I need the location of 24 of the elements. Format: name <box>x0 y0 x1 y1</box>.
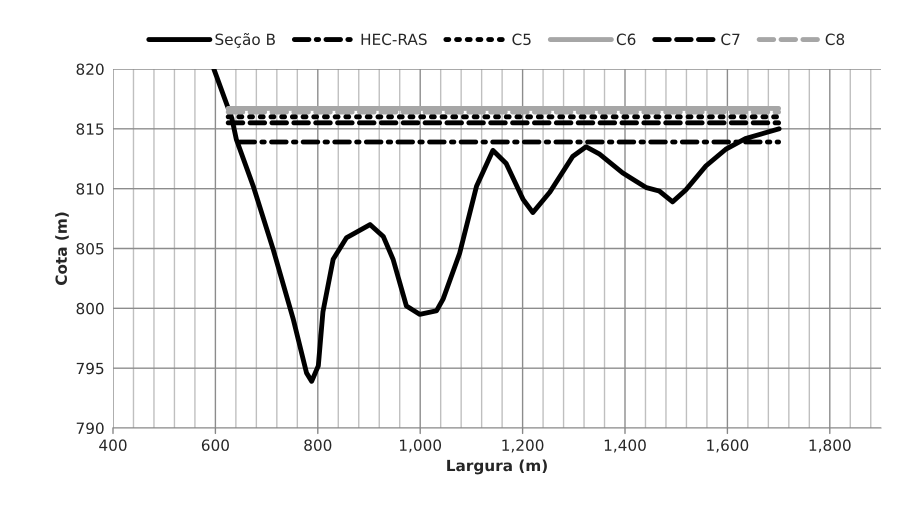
legend-label: C5 <box>512 34 531 46</box>
y-tick-label: 820 <box>76 63 104 76</box>
y-axis-title: Cota (m) <box>55 212 69 285</box>
legend-label: Seção B <box>215 33 275 48</box>
x-tick-label: 600 <box>202 439 229 451</box>
y-tick-label: 805 <box>76 242 104 255</box>
x-tick-label: 1,800 <box>810 439 851 452</box>
y-tick-label: 790 <box>76 422 104 434</box>
legend-label: C8 <box>826 34 844 46</box>
legend-label: C7 <box>721 34 740 46</box>
legend-label: C6 <box>616 34 636 46</box>
x-tick-label: 1,600 <box>707 439 748 452</box>
y-tick-label: 795 <box>76 362 104 374</box>
y-tick-label: 810 <box>76 183 104 195</box>
x-tick-label: 1,200 <box>502 439 544 452</box>
y-tick-label: 800 <box>76 302 104 314</box>
line-series <box>211 69 782 384</box>
x-tick-label: 400 <box>99 439 127 451</box>
x-axis-title: Largura (m) <box>447 459 547 474</box>
y-tick-label: 815 <box>76 123 104 135</box>
x-tick-label: 1,400 <box>604 439 646 452</box>
legend-label: HEC-RAS <box>362 34 427 46</box>
x-tick-label: 1,000 <box>400 439 442 452</box>
x-tick-label: 800 <box>304 439 332 451</box>
